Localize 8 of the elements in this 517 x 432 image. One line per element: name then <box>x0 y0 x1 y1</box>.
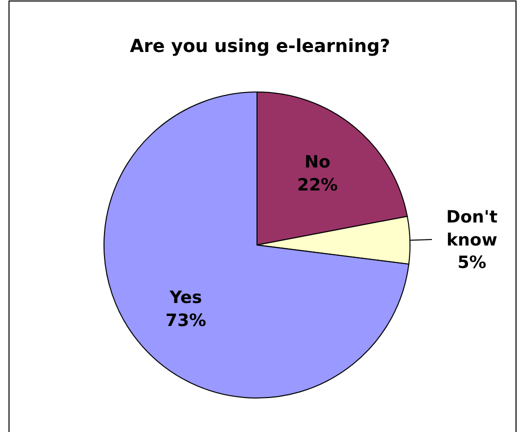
data-label: 5% <box>457 253 486 274</box>
slice-label: No <box>304 152 330 172</box>
data-label: 73% <box>165 311 206 332</box>
data-label: 22% <box>297 175 338 196</box>
chart-title: Are you using e-learning? <box>130 36 390 57</box>
slice-label: Yes <box>168 288 202 308</box>
slice-label: Don't know <box>446 207 498 250</box>
pie-slice <box>104 92 410 398</box>
